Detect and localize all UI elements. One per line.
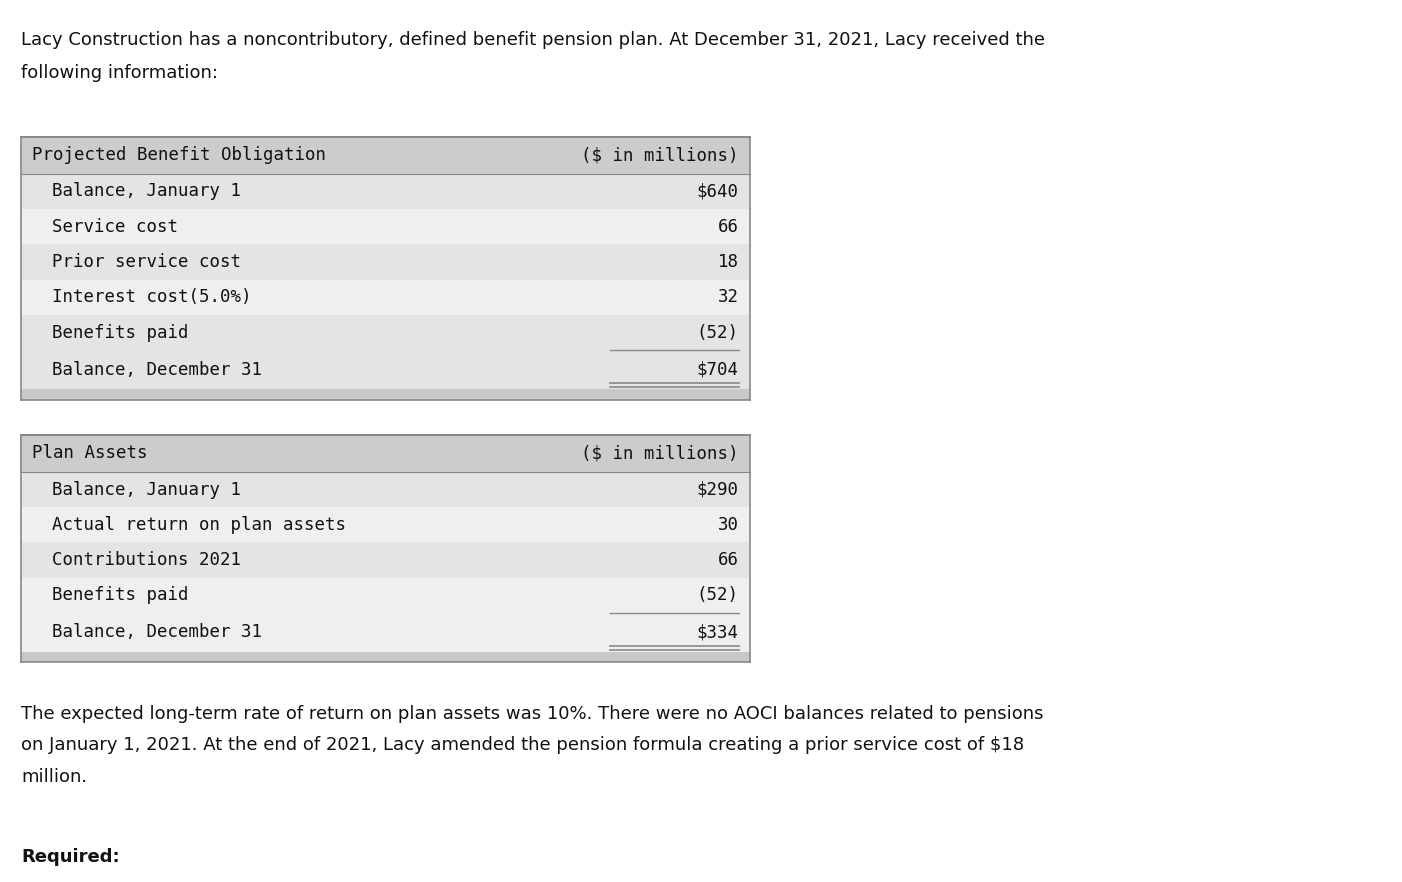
Text: Plan Assets: Plan Assets — [32, 445, 147, 462]
Text: 18: 18 — [718, 253, 739, 271]
Text: Balance, January 1: Balance, January 1 — [52, 183, 241, 200]
Text: Required:: Required: — [21, 848, 119, 866]
Text: (52): (52) — [697, 324, 739, 341]
Text: 30: 30 — [718, 516, 739, 534]
Text: Balance, December 31: Balance, December 31 — [52, 361, 262, 378]
Text: Contributions 2021: Contributions 2021 — [52, 551, 241, 569]
Text: Projected Benefit Obligation: Projected Benefit Obligation — [32, 146, 327, 164]
Text: Lacy Construction has a noncontributory, defined benefit pension plan. At Decemb: Lacy Construction has a noncontributory,… — [21, 31, 1044, 49]
Text: 66: 66 — [718, 218, 739, 235]
Text: The expected long-term rate of return on plan assets was 10%. There were no AOCI: The expected long-term rate of return on… — [21, 705, 1043, 722]
Text: $334: $334 — [697, 624, 739, 641]
Text: 66: 66 — [718, 551, 739, 569]
Text: $704: $704 — [697, 361, 739, 378]
Text: Benefits paid: Benefits paid — [52, 587, 188, 604]
Text: 32: 32 — [718, 288, 739, 306]
Text: following information:: following information: — [21, 64, 219, 82]
Text: Balance, December 31: Balance, December 31 — [52, 624, 262, 641]
Text: on January 1, 2021. At the end of 2021, Lacy amended the pension formula creatin: on January 1, 2021. At the end of 2021, … — [21, 736, 1023, 754]
Text: Actual return on plan assets: Actual return on plan assets — [52, 516, 346, 534]
Text: ($ in millions): ($ in millions) — [582, 445, 739, 462]
Text: Service cost: Service cost — [52, 218, 178, 235]
Text: million.: million. — [21, 768, 87, 786]
Text: $640: $640 — [697, 183, 739, 200]
Text: Interest cost(5.0%): Interest cost(5.0%) — [52, 288, 251, 306]
Text: ($ in millions): ($ in millions) — [582, 146, 739, 164]
Text: Prior service cost: Prior service cost — [52, 253, 241, 271]
Text: Balance, January 1: Balance, January 1 — [52, 481, 241, 498]
Text: (52): (52) — [697, 587, 739, 604]
Text: Benefits paid: Benefits paid — [52, 324, 188, 341]
Text: $290: $290 — [697, 481, 739, 498]
